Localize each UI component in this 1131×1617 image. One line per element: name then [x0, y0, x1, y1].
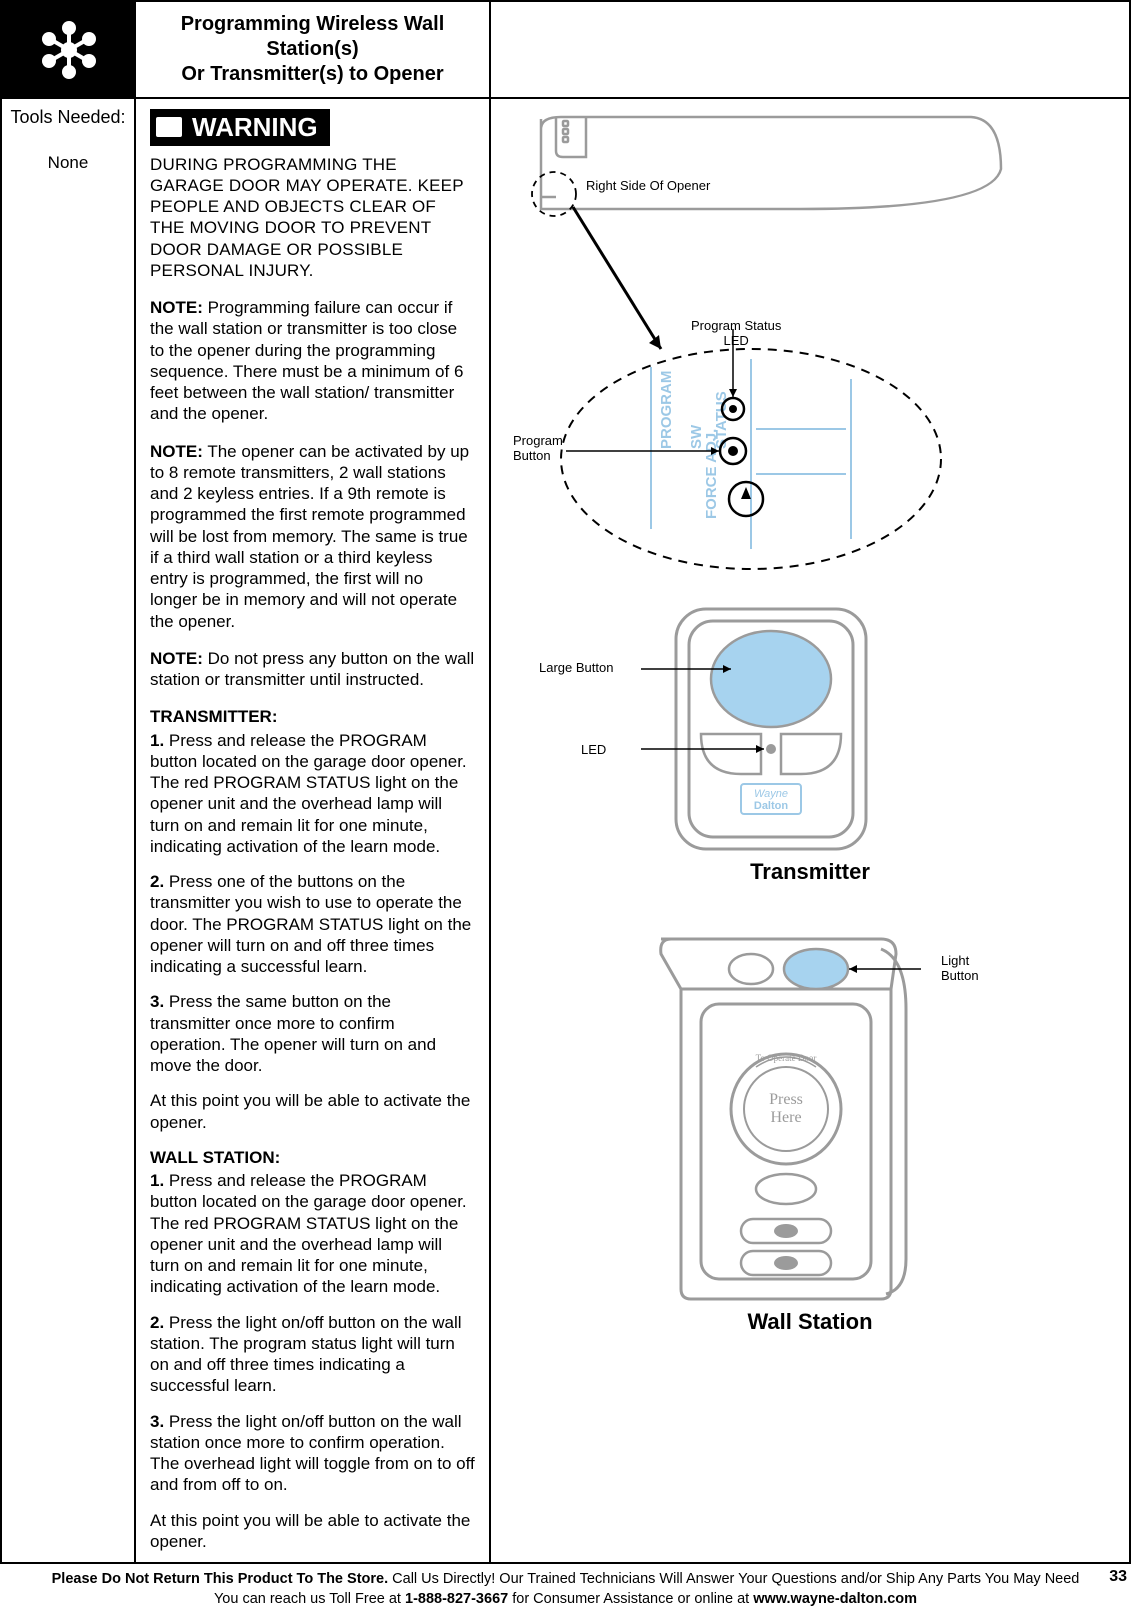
label-light-button: Light Button	[941, 954, 979, 984]
wallstation-title: Wall Station	[491, 1309, 1129, 1335]
transmitter-step-3: 3. Press the same button on the transmit…	[150, 991, 475, 1076]
svg-text:To Operate Door: To Operate Door	[756, 1053, 817, 1063]
tools-value: None	[2, 153, 134, 173]
svg-text:Wayne: Wayne	[754, 788, 788, 800]
transmitter-step-1: 1. Press and release the PROGRAM button …	[150, 730, 475, 858]
note-2: NOTE: The opener can be activated by up …	[150, 441, 475, 632]
warning-text: DURING PROGRAMMING THE GARAGE DOOR MAY O…	[150, 154, 475, 282]
title-line1: Programming Wireless Wall Station(s)	[181, 13, 445, 60]
manual-page: Programming Wireless Wall Station(s) Or …	[0, 0, 1131, 1564]
transmitter-title: Transmitter	[491, 859, 1129, 885]
footer-bold-1: Please Do Not Return This Product To The…	[52, 1571, 389, 1587]
title-line2: Or Transmitter(s) to Opener	[181, 63, 443, 85]
warning-badge: WARNING	[150, 109, 330, 146]
svg-text:PROGRAM: PROGRAM	[658, 371, 675, 449]
transmitter-diagram: Wayne Dalton	[641, 599, 901, 879]
label-program-status: Program Status LED	[691, 319, 781, 349]
diagram-column: PROGRAM SW STATUS FORCE ADJ.	[491, 99, 1129, 1562]
warning-square-icon	[156, 117, 182, 137]
label-large-button: Large Button	[539, 661, 613, 676]
wallstation-heading: WALL STATION:	[150, 1147, 475, 1168]
svg-text:Press: Press	[769, 1091, 803, 1108]
note-2-text: The opener can be activated by up to 8 r…	[150, 442, 469, 631]
page-title: Programming Wireless Wall Station(s) Or …	[136, 2, 491, 97]
footer-url: www.wayne-dalton.com	[753, 1591, 917, 1607]
transmitter-heading: TRANSMITTER:	[150, 706, 475, 727]
tools-heading: Tools Needed:	[2, 107, 134, 128]
snowflake-icon	[39, 20, 99, 80]
footer-text-2a: You can reach us Toll Free at	[214, 1591, 405, 1607]
svg-text:Dalton: Dalton	[754, 800, 789, 812]
page-number: 33	[1109, 1566, 1127, 1588]
note-label: NOTE:	[150, 298, 203, 317]
tools-column: Tools Needed: None	[2, 99, 136, 1562]
page-footer: Please Do Not Return This Product To The…	[0, 1564, 1131, 1617]
header-row: Programming Wireless Wall Station(s) Or …	[2, 2, 1129, 99]
wallstation-step-1: 1. Press and release the PROGRAM button …	[150, 1170, 475, 1298]
footer-text-2c: for Consumer Assistance or online at	[508, 1591, 753, 1607]
header-spacer	[491, 2, 1129, 97]
warning-label: WARNING	[192, 111, 318, 144]
instruction-column: WARNING DURING PROGRAMMING THE GARAGE DO…	[136, 99, 491, 1562]
label-right-side: Right Side Of Opener	[586, 179, 710, 194]
opener-diagram: PROGRAM SW STATUS FORCE ADJ.	[501, 99, 1121, 579]
note-1: NOTE: Programming failure can occur if t…	[150, 297, 475, 425]
section-icon-cell	[2, 2, 136, 97]
label-program-button: Program Button	[513, 434, 563, 464]
note-label: NOTE:	[150, 649, 203, 668]
wallstation-step-3: 3. Press the light on/off button on the …	[150, 1411, 475, 1496]
label-led: LED	[581, 743, 606, 758]
wallstation-closing: At this point you will be able to activa…	[150, 1510, 475, 1553]
wallstation-diagram: Press Here To Operate Door	[621, 919, 921, 1319]
note-label: NOTE:	[150, 442, 203, 461]
svg-text:FORCE ADJ.: FORCE ADJ.	[703, 429, 720, 519]
svg-text:Here: Here	[770, 1109, 801, 1126]
footer-text-1: Call Us Directly! Our Trained Technician…	[388, 1571, 1079, 1587]
wallstation-step-2: 2. Press the light on/off button on the …	[150, 1312, 475, 1397]
main-content: Tools Needed: None WARNING DURING PROGRA…	[2, 99, 1129, 1562]
footer-phone: 1-888-827-3667	[405, 1591, 508, 1607]
transmitter-step-2: 2. Press one of the buttons on the trans…	[150, 871, 475, 977]
note-3: NOTE: Do not press any button on the wal…	[150, 648, 475, 691]
transmitter-closing: At this point you will be able to activa…	[150, 1090, 475, 1133]
